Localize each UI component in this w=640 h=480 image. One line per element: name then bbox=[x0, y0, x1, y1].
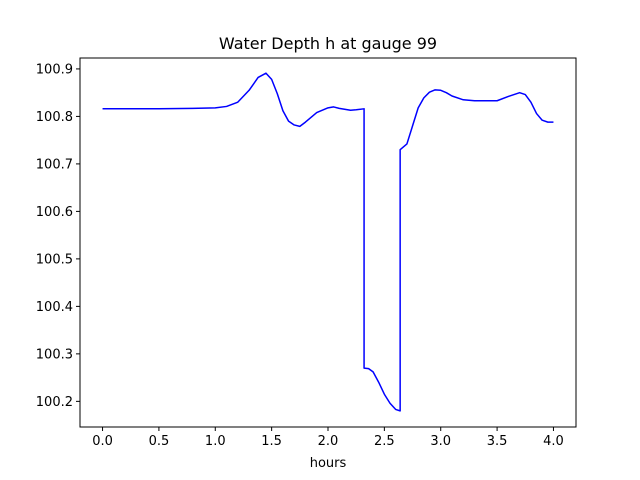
y-tick-label: 100.7 bbox=[36, 157, 73, 172]
x-tick-label: 3.5 bbox=[487, 434, 508, 449]
x-tick-label: 1.5 bbox=[261, 434, 282, 449]
series-line-group bbox=[102, 72, 554, 412]
x-tick-label: 0.0 bbox=[92, 434, 113, 449]
x-tick-label: 4.0 bbox=[543, 434, 564, 449]
chart-title: Water Depth h at gauge 99 bbox=[219, 34, 437, 53]
y-tick-label: 100.8 bbox=[36, 110, 73, 125]
y-tick-label: 100.3 bbox=[36, 347, 73, 362]
x-axis-label: hours bbox=[310, 456, 347, 471]
y-axis: 100.2 100.3 100.4 100.5 100.6 100.7 100.8 100.9 bbox=[36, 62, 80, 410]
x-tick-label: 2.0 bbox=[318, 434, 339, 449]
y-tick-label: 100.2 bbox=[36, 395, 73, 410]
x-axis: 0.0 0.5 1.0 1.5 2.0 2.5 3.0 3.5 4.0 bbox=[92, 427, 564, 449]
y-tick-label: 100.5 bbox=[36, 252, 73, 267]
series-line-0 bbox=[102, 72, 554, 412]
x-tick-label: 3.0 bbox=[430, 434, 451, 449]
x-tick-label: 0.5 bbox=[149, 434, 170, 449]
y-tick-label: 100.9 bbox=[36, 62, 73, 77]
y-tick-label: 100.6 bbox=[36, 205, 73, 220]
x-tick-label: 2.5 bbox=[374, 434, 395, 449]
y-tick-label: 100.4 bbox=[36, 300, 73, 315]
x-tick-label: 1.0 bbox=[205, 434, 226, 449]
